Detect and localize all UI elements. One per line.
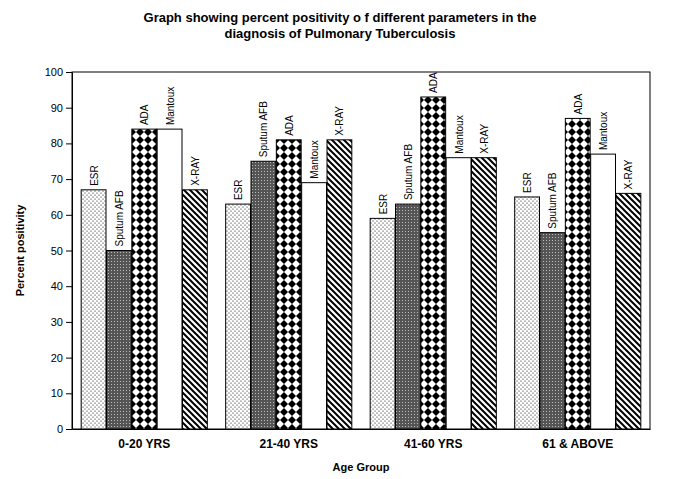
y-tick: 20 bbox=[51, 352, 72, 364]
y-axis-title: Percent positivity bbox=[14, 204, 26, 297]
legend-label: ADA bbox=[139, 104, 150, 125]
y-tick-label: 60 bbox=[51, 209, 63, 221]
y-axis: 0 10 20 30 40 50 60 70 80 90 100 bbox=[45, 66, 73, 435]
legend-label: ADA bbox=[284, 115, 295, 136]
bar bbox=[302, 183, 327, 429]
y-tick: 10 bbox=[51, 387, 72, 399]
bar bbox=[327, 140, 352, 429]
y-tick: 0 bbox=[57, 423, 72, 435]
y-tick-label: 100 bbox=[45, 66, 63, 78]
y-tick-label: 50 bbox=[51, 245, 63, 257]
x-tick-label: 61 & ABOVE bbox=[542, 437, 613, 451]
x-tick: 61 & ABOVE bbox=[542, 429, 613, 451]
y-tick-label: 10 bbox=[51, 387, 63, 399]
legend-label: X-RAY bbox=[479, 124, 490, 154]
y-tick-mark bbox=[66, 286, 72, 287]
bar bbox=[565, 118, 590, 429]
legend-label: X-RAY bbox=[623, 159, 634, 189]
y-tick-mark bbox=[66, 393, 72, 394]
y-axis-line bbox=[72, 73, 73, 430]
bar bbox=[157, 129, 182, 429]
legend-label: Sputum AFB bbox=[258, 101, 269, 157]
y-tick-mark bbox=[66, 251, 72, 252]
y-tick: 50 bbox=[51, 245, 72, 257]
legend-label: X-RAY bbox=[190, 156, 201, 186]
legend-label: Sputum AFB bbox=[547, 172, 558, 228]
y-tick: 90 bbox=[51, 102, 72, 114]
legend-label: Sputum AFB bbox=[403, 144, 414, 200]
legend-label: ESR bbox=[378, 194, 389, 215]
legend-label: ADA bbox=[573, 94, 584, 115]
y-tick-mark bbox=[66, 179, 72, 180]
bar bbox=[132, 129, 157, 429]
x-axis-line bbox=[73, 429, 651, 430]
y-tick: 30 bbox=[51, 316, 72, 328]
title: Graph showing percent positivity o f dif… bbox=[144, 10, 537, 41]
legend-label: X-RAY bbox=[334, 106, 345, 136]
plot-frame bbox=[72, 72, 650, 429]
y-tick-mark bbox=[66, 429, 72, 430]
bar bbox=[182, 190, 207, 429]
bars bbox=[81, 97, 641, 429]
x-tick-label: 41-60 YRS bbox=[404, 437, 462, 451]
y-tick-mark bbox=[66, 72, 72, 73]
y-tick-label: 80 bbox=[51, 137, 63, 149]
y-tick: 70 bbox=[51, 173, 72, 185]
y-tick: 40 bbox=[51, 280, 72, 292]
y-tick-label: 90 bbox=[51, 102, 63, 114]
bar bbox=[276, 140, 301, 429]
x-axis-title: Age Group bbox=[333, 461, 390, 473]
bar bbox=[370, 218, 395, 429]
bar bbox=[421, 97, 446, 429]
bar bbox=[471, 158, 496, 429]
bar bbox=[396, 204, 421, 429]
bar bbox=[81, 190, 106, 429]
y-tick: 60 bbox=[51, 209, 72, 221]
bar bbox=[591, 154, 616, 429]
y-tick-mark bbox=[66, 322, 72, 323]
legend-label: ESR bbox=[89, 165, 100, 186]
y-tick-mark bbox=[66, 358, 72, 359]
x-axis: 0-20 YRS 21-40 YRS 41-60 YRS 61 & ABOVE bbox=[73, 429, 651, 451]
bar bbox=[226, 204, 251, 429]
x-tick: 21-40 YRS bbox=[260, 429, 318, 451]
y-tick-label: 20 bbox=[51, 352, 63, 364]
legend-label: Mantoux bbox=[309, 140, 320, 178]
legend-label: Mantoux bbox=[165, 87, 176, 125]
y-tick-mark bbox=[66, 108, 72, 109]
y-tick-mark bbox=[66, 215, 72, 216]
legend-label: ADA bbox=[428, 72, 439, 93]
legend-label: Mantoux bbox=[598, 112, 609, 150]
legend-label: Sputum AFB bbox=[114, 190, 125, 246]
legend: ESR ESR ESR ESR Sputum AFB Sputum AFB Sputum A… bbox=[89, 72, 635, 246]
x-tick-label: 0-20 YRS bbox=[118, 437, 170, 451]
y-tick: 100 bbox=[45, 66, 72, 78]
y-tick-label: 40 bbox=[51, 280, 63, 292]
bar bbox=[515, 197, 540, 429]
bar bbox=[616, 193, 641, 429]
bar bbox=[251, 161, 276, 429]
x-tick: 0-20 YRS bbox=[118, 429, 170, 451]
legend-label: ESR bbox=[233, 180, 244, 201]
y-tick-label: 0 bbox=[57, 423, 63, 435]
x-tick-label: 21-40 YRS bbox=[260, 437, 318, 451]
y-tick-mark bbox=[66, 143, 72, 144]
x-tick: 41-60 YRS bbox=[404, 429, 462, 451]
legend-label: ESR bbox=[522, 172, 533, 193]
bar bbox=[107, 251, 132, 430]
y-tick: 80 bbox=[51, 137, 72, 149]
bar bbox=[446, 158, 471, 429]
y-tick-label: 70 bbox=[51, 173, 63, 185]
y-tick-label: 30 bbox=[51, 316, 63, 328]
legend-label: Mantoux bbox=[454, 115, 465, 153]
bar bbox=[540, 233, 565, 429]
